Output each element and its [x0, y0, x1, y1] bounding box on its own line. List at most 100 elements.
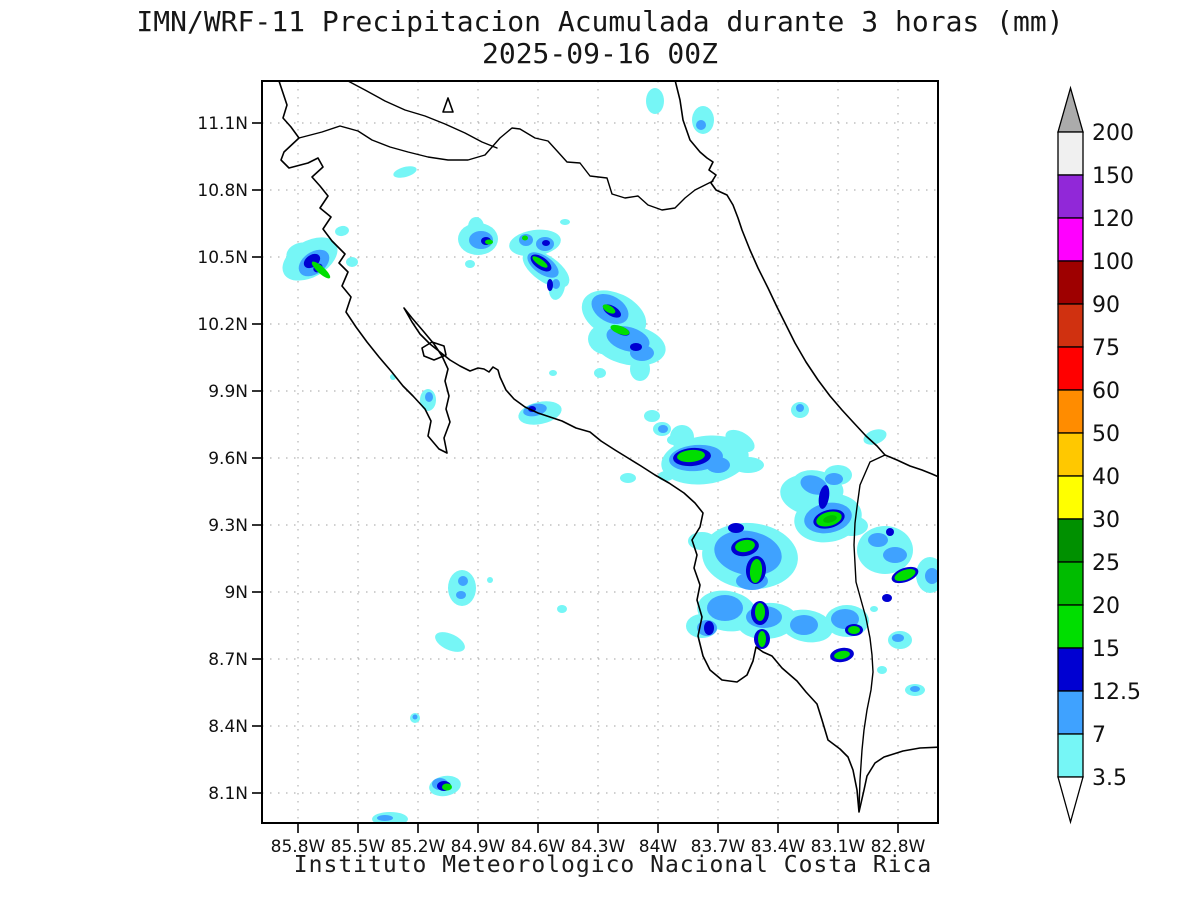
precip-cell-7mm — [458, 576, 468, 586]
precip-cell-20mm — [823, 515, 837, 523]
colorbar-tick-label: 50 — [1092, 422, 1120, 447]
precip-cell-15mm — [834, 650, 850, 660]
chart-title: IMN/WRF-11 Precipitacion Acumulada duran… — [136, 5, 1064, 38]
y-axis-tick-label: 9.6N — [208, 449, 248, 469]
y-axis-tick-label: 9N — [224, 583, 248, 603]
precip-cell-7mm — [800, 475, 828, 495]
precip-cell-15mm — [532, 256, 548, 268]
precip-cell-12.5mm — [547, 279, 553, 291]
precip-cell-3.5mm — [594, 368, 606, 378]
precip-cell-12.5mm — [542, 240, 550, 246]
colorbar-tick-label: 150 — [1092, 164, 1134, 189]
precip-cell-3.5mm — [557, 605, 567, 613]
colorbar-tick-label: 20 — [1092, 594, 1120, 619]
precip-cell-7mm — [883, 547, 907, 563]
precip-cell-12.5mm — [630, 343, 642, 351]
y-axis-tick-label: 8.4N — [208, 717, 248, 737]
x-axis-tick-label: 85.2W — [391, 837, 446, 857]
precip-cell-15mm — [758, 631, 766, 647]
colorbar-tick-label: 75 — [1092, 336, 1120, 361]
colorbar-segment — [1057, 604, 1084, 649]
colorbar-segment — [1057, 475, 1084, 520]
precip-cell-7mm — [658, 425, 668, 433]
precip-cell-3.5mm — [732, 457, 764, 473]
precip-cell-3.5mm — [670, 425, 694, 449]
colorbar-tick-label: 25 — [1092, 551, 1120, 576]
precip-cell-3.5mm — [560, 219, 570, 225]
precip-cell-3.5mm — [692, 106, 714, 134]
plot-border-box — [261, 80, 939, 824]
precip-cell-7mm — [910, 686, 920, 692]
precip-cell-3.5mm — [644, 410, 660, 422]
grid-layer — [262, 81, 938, 823]
island-isla-chira — [421, 341, 447, 361]
precip-cell-3.5mm — [465, 260, 475, 268]
precip-cell-3.5mm — [346, 257, 358, 267]
colorbar-tick-label: 40 — [1092, 465, 1120, 490]
precip-cell-3.5mm — [725, 429, 755, 453]
colorbar-segment — [1057, 561, 1084, 606]
colorbar-segment — [1057, 733, 1084, 778]
x-axis-tick-label: 83.1W — [811, 837, 866, 857]
y-axis-tick-label: 9.9N — [208, 382, 248, 402]
y-axis-tick-label: 10.2N — [197, 315, 248, 335]
border-nicaragua — [298, 125, 714, 211]
precip-cell-15mm — [311, 261, 331, 279]
precip-cell-15mm — [735, 539, 755, 553]
precip-cell-15mm — [602, 304, 616, 314]
precip-cell-3.5mm — [877, 666, 887, 674]
x-axis-tick-label: 83.7W — [691, 837, 746, 857]
colorbar-over-arrow — [1057, 85, 1084, 133]
precip-cell-12.5mm — [818, 485, 830, 509]
precip-cell-3.5mm — [487, 577, 493, 583]
colorbar-segment — [1057, 346, 1084, 391]
precip-cell-3.5mm — [393, 166, 417, 178]
colorbar-tick-label: 100 — [1092, 250, 1134, 275]
colorbar-legend: 200 150 120 100 90 75 60 50 40 30 25 20 15 12.5 7 3.5 — [1057, 85, 1141, 825]
precip-cell-7mm — [868, 533, 888, 547]
precip-cell-3.5mm — [646, 88, 664, 114]
colorbar-tick-label: 60 — [1092, 379, 1120, 404]
precip-cell-7mm — [552, 279, 560, 289]
precip-cell-12.5mm — [882, 594, 892, 602]
precip-cell-12.5mm — [728, 523, 744, 533]
x-axis-tick-label: 83.4W — [751, 837, 806, 857]
chart-subtitle-datetime: 2025-09-16 00Z — [481, 37, 718, 70]
precip-cell-7mm — [796, 404, 804, 412]
y-axis-tick-label: 11.1N — [197, 114, 248, 134]
colorbar-tick-label: 200 — [1092, 121, 1134, 146]
x-axis-tick-label: 85.8W — [271, 837, 326, 857]
precip-cell-15mm — [755, 603, 765, 621]
precip-cell-3.5mm — [549, 370, 557, 376]
colorbar-segment — [1057, 217, 1084, 262]
x-axis-tick-label: 85.5W — [331, 837, 386, 857]
x-axis-tick-label: 82.8W — [871, 837, 926, 857]
x-axis-tick-label: 84.6W — [511, 837, 566, 857]
precip-cell-3.5mm — [620, 473, 636, 483]
precip-cell-7mm — [425, 392, 433, 402]
precip-cell-15mm — [894, 568, 916, 582]
precip-cell-3.5mm — [448, 570, 476, 606]
colorbar-segment — [1057, 690, 1084, 735]
y-axis-tick-label: 10.5N — [197, 248, 248, 268]
precip-cell-12.5mm — [704, 621, 714, 635]
precip-cell-7mm — [825, 473, 843, 485]
precip-cell-15mm — [522, 235, 528, 241]
precip-cell-15mm — [610, 324, 630, 336]
x-axis-tick-label: 84W — [639, 837, 678, 857]
precip-cell-7mm — [706, 457, 730, 473]
precip-cell-15mm — [677, 449, 705, 463]
colorbar-tick-label: 15 — [1092, 637, 1120, 662]
precip-cell-15mm — [848, 626, 860, 634]
colorbar-segment — [1057, 432, 1084, 477]
colorbar-segment — [1057, 389, 1084, 434]
colorbar-under-arrow — [1057, 776, 1084, 825]
coastline-pacific-costa-rica — [278, 81, 938, 813]
border-panama — [853, 454, 886, 811]
colorbar-segment — [1057, 260, 1084, 305]
precip-cell-3.5mm — [335, 225, 349, 237]
precip-cell-15mm — [485, 239, 493, 245]
precip-cell-3.5mm — [435, 632, 465, 652]
